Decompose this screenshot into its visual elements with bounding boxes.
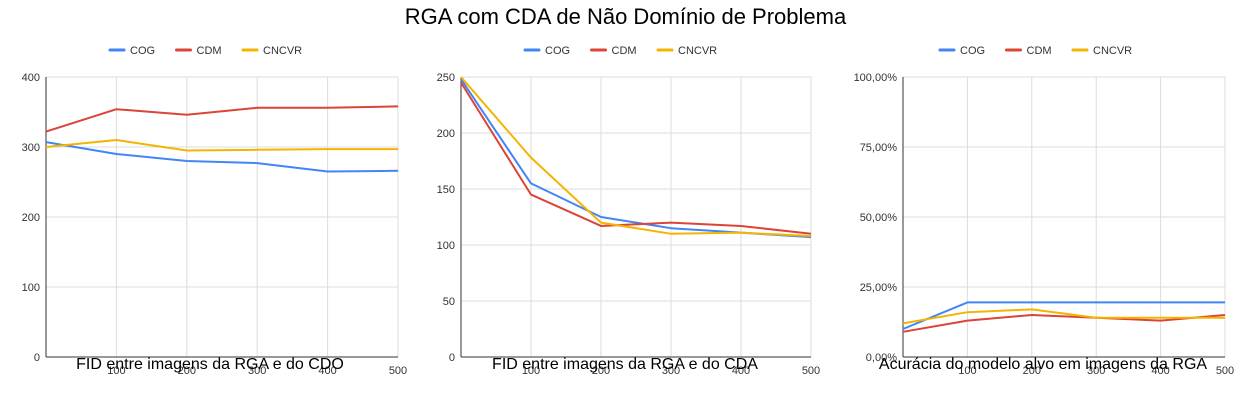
legend-label-cog: COG bbox=[130, 45, 155, 57]
y-tick-label: 300 bbox=[22, 142, 40, 154]
y-tick-label: 250 bbox=[437, 72, 455, 84]
legend-label-cncvr: CNCVR bbox=[263, 45, 302, 57]
page-title: RGA com CDA de Não Domínio de Problema bbox=[404, 4, 847, 29]
y-tick-label: 0,00% bbox=[866, 352, 897, 364]
series-line-cdm bbox=[460, 82, 812, 235]
legend-label-cdm: CDM bbox=[197, 45, 222, 57]
chart-fid-cda-svg: 0 50 100 150 200 250 100 200 300 400 500 COG CDM CNCV… bbox=[437, 45, 821, 377]
x-tick-label: 300 bbox=[1087, 365, 1105, 377]
y-tick-label: 150 bbox=[437, 184, 455, 196]
legend-label-cncvr: CNCVR bbox=[1093, 45, 1132, 57]
chart-fid-cda: 0 50 100 150 200 250 100 200 300 400 500 COG CDM CNCV… bbox=[415, 40, 827, 418]
caption-fid-cdo: FID entre imagens da RGA e do CDO bbox=[76, 356, 344, 373]
y-tick-label: 200 bbox=[437, 128, 455, 140]
series-line-cncvr bbox=[460, 76, 812, 238]
x-tick-label: 300 bbox=[248, 365, 266, 377]
series-line-cog bbox=[460, 78, 812, 239]
legend-label-cog: COG bbox=[960, 45, 985, 57]
caption-accuracy: Acurácia do modelo alvo em imagens da RG… bbox=[878, 356, 1208, 373]
x-tick-label: 400 bbox=[318, 365, 336, 377]
chart-accuracy-svg: 0,00% 25,00% 50,00% 75,00% 100,00% 100 200 300 4… bbox=[854, 45, 1235, 377]
y-tick-label: 50,00% bbox=[860, 212, 898, 224]
x-tick-label: 300 bbox=[662, 365, 680, 377]
chart-fid-cdo: 0 100 200 300 400 100 200 300 400 500 COG CDM CNCVR bbox=[0, 40, 412, 418]
legend-label-cdm: CDM bbox=[1027, 45, 1052, 57]
series-line-cncvr bbox=[902, 308, 1225, 325]
y-tick-label: 100 bbox=[22, 282, 40, 294]
series-line-cncvr bbox=[45, 139, 398, 152]
y-tick-label: 100,00% bbox=[854, 72, 898, 84]
series-line-cdm bbox=[45, 105, 399, 133]
series-line-cog bbox=[902, 301, 1225, 330]
chart-fid-cdo-svg: 0 100 200 300 400 100 200 300 400 500 COG CDM CNCVR bbox=[22, 45, 408, 377]
y-tick-label: 0 bbox=[449, 352, 455, 364]
series-line-cdm bbox=[902, 314, 1226, 333]
x-tick-label: 100 bbox=[522, 365, 540, 377]
x-tick-label: 500 bbox=[1216, 365, 1234, 377]
chart-accuracy: 0,00% 25,00% 50,00% 75,00% 100,00% 100 200 300 4… bbox=[830, 40, 1251, 418]
y-tick-label: 25,00% bbox=[860, 282, 898, 294]
caption-fid-cda: FID entre imagens da RGA e do CDA bbox=[492, 356, 758, 373]
y-tick-label: 100 bbox=[437, 240, 455, 252]
x-tick-label: 400 bbox=[1151, 365, 1169, 377]
y-tick-label: 400 bbox=[22, 72, 40, 84]
legend-label-cncvr: CNCVR bbox=[678, 45, 717, 57]
legend-label-cdm: CDM bbox=[612, 45, 637, 57]
legend-label-cog: COG bbox=[545, 45, 570, 57]
x-tick-label: 500 bbox=[802, 365, 820, 377]
x-tick-label: 100 bbox=[107, 365, 125, 377]
x-tick-label: 100 bbox=[958, 365, 976, 377]
x-tick-label: 200 bbox=[592, 365, 610, 377]
y-tick-label: 0 bbox=[34, 352, 40, 364]
x-tick-label: 400 bbox=[732, 365, 750, 377]
y-tick-label: 50 bbox=[443, 296, 455, 308]
series-line-cog bbox=[45, 141, 399, 173]
y-tick-label: 200 bbox=[22, 212, 40, 224]
x-tick-label: 200 bbox=[1023, 365, 1041, 377]
y-tick-label: 75,00% bbox=[860, 142, 898, 154]
x-tick-label: 500 bbox=[389, 365, 407, 377]
x-tick-label: 200 bbox=[178, 365, 196, 377]
